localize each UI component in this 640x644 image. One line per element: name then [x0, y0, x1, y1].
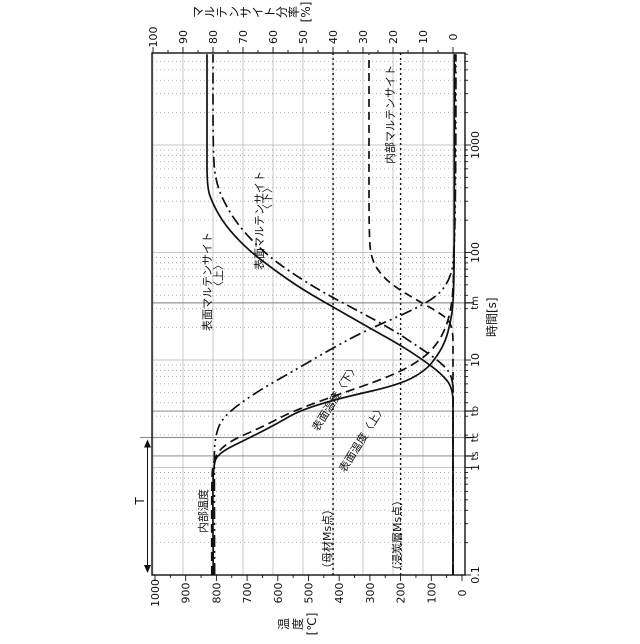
temperature-tick-label: 700 [241, 583, 254, 604]
bottom-axis-title-char: 度 [290, 618, 305, 630]
series-internal_mart [368, 54, 454, 575]
top-axis-title-char: [%] [299, 2, 313, 23]
series-internal_temp [213, 54, 457, 576]
arrowhead-up [144, 439, 151, 448]
period-arrow: T [133, 439, 151, 573]
martensite-tick-label: 10 [417, 30, 430, 44]
time-tick-label: 100 [469, 242, 482, 263]
reference-lines: （母材Ms点） （浸炭層Ms点） [320, 53, 404, 576]
series-surface_mart_lower [206, 54, 454, 575]
temperature-tick-label: 300 [364, 583, 377, 604]
series-surface_temp_upper [210, 54, 457, 576]
series-label-surface_mart_upper: 〈上〉 [212, 259, 225, 292]
time-special-tick-label: tb [470, 406, 481, 416]
martensite-tick-label: 60 [267, 30, 280, 44]
temperature-tick-label: 1000 [149, 579, 162, 607]
top-axis-title-char: ル [203, 6, 217, 18]
time-tick-label: 0.1 [469, 566, 482, 584]
time-special-tick-label: tm [470, 296, 481, 310]
period-label: T [133, 497, 147, 506]
top-axis-title-char: ン [227, 6, 241, 18]
temperature-tick-label: 200 [395, 583, 408, 604]
top-axis-title-char: サ [239, 6, 253, 18]
time-tick-label: 1 [469, 464, 482, 471]
martensite-tick-label: 80 [207, 30, 220, 44]
top-axis-title-char: 分 [275, 6, 289, 18]
time-tick-label: 1000 [469, 131, 482, 159]
martensite-tick-label: 0 [447, 34, 460, 41]
martensite-tick-label: 20 [387, 30, 400, 44]
series-label-surface_mart_lower: 表面マルテンサイト [252, 171, 266, 270]
martensite-tick-label: 90 [177, 30, 190, 44]
martensite-tick-label: 70 [237, 30, 250, 44]
axis-titles: マルテンサイト分率[%] 温度 [℃] 時間[s] [191, 2, 499, 636]
martensite-tick-label: 50 [297, 30, 310, 44]
time-special-tick-label: tc [470, 433, 481, 442]
temperature-tick-label: 500 [303, 583, 316, 604]
grid [152, 53, 465, 575]
time-tick-label: 10 [469, 353, 482, 367]
top-axis-title-char: テ [215, 6, 229, 18]
series [206, 54, 457, 576]
top-axis-title-char: イ [251, 6, 265, 18]
martensite-tick-label: 100 [147, 27, 160, 48]
special-time-lines [140, 302, 465, 457]
series-label-internal_mart: 内部マルテンサイト [383, 65, 397, 164]
martensite-tick-label: 30 [357, 30, 370, 44]
series-label-internal_temp: 内部温度 [196, 489, 210, 533]
bottom-axis-title-char: 温 [277, 618, 291, 630]
time-special-tick-label: ts [470, 451, 481, 460]
ms-line-label: （浸炭層Ms点） [391, 495, 404, 576]
temperature-tick-label: 900 [180, 583, 193, 604]
series-surface_mart_upper [212, 54, 454, 575]
temperature-tick-label: 100 [425, 583, 438, 604]
temperature-tick-label: 800 [210, 583, 223, 604]
top-axis-title-char: ト [263, 6, 277, 18]
series-surface_temp_lower [212, 54, 456, 576]
right-axis-title: 時間[s] [485, 297, 499, 337]
arrowhead-down [144, 565, 151, 573]
temperature-tick-label: 0 [456, 590, 469, 597]
series-label-surface_mart_upper: 表面マルテンサイト [200, 232, 214, 331]
bottom-axis-title-char: [℃] [305, 613, 319, 636]
series-label-surface_mart_lower: 〈下〉 [261, 182, 274, 215]
temperature-tick-label: 600 [272, 583, 285, 604]
top-axis-title-char: 率 [286, 6, 301, 18]
temperature-tick-label: 400 [333, 583, 346, 604]
ms-line-label: （母材Ms点） [320, 504, 334, 574]
martensite-tick-label: 40 [327, 30, 340, 44]
top-axis-title-char: マ [191, 6, 205, 18]
